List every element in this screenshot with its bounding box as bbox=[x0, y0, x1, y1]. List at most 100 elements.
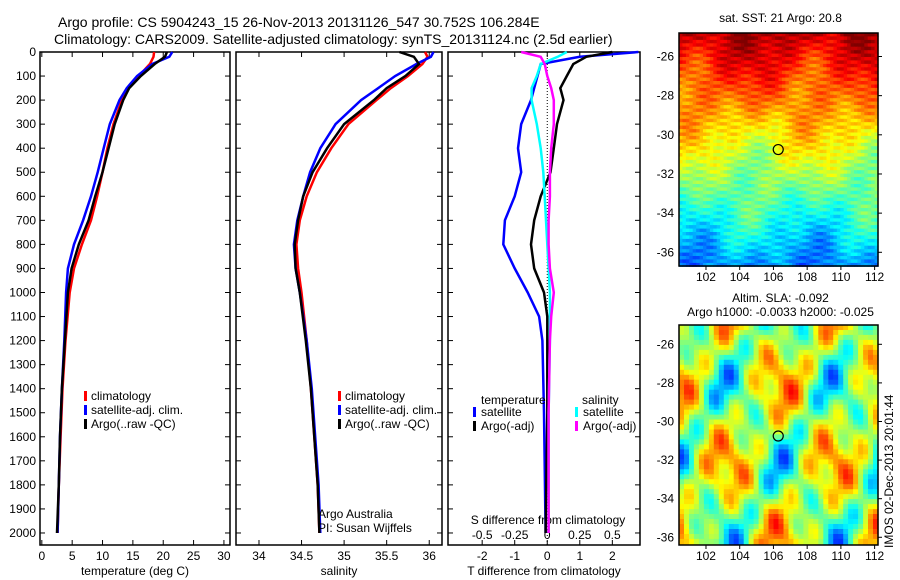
map-cell bbox=[830, 43, 834, 48]
map-cell bbox=[795, 70, 800, 75]
map-cell bbox=[850, 111, 855, 116]
map-cell bbox=[828, 339, 834, 346]
map-cell bbox=[706, 115, 711, 120]
map-cell bbox=[830, 122, 834, 127]
map-cell bbox=[679, 379, 685, 386]
map-cell bbox=[709, 159, 714, 164]
map-cell bbox=[716, 256, 721, 260]
map-cell bbox=[812, 50, 817, 55]
map-cell bbox=[696, 98, 701, 103]
map-cell bbox=[867, 153, 872, 158]
map-cell bbox=[764, 153, 769, 158]
map-cell bbox=[737, 87, 742, 92]
map-cell bbox=[792, 84, 797, 89]
map-cell bbox=[785, 36, 790, 41]
map-cell bbox=[788, 163, 793, 168]
map-cell bbox=[860, 197, 865, 202]
map-cell bbox=[689, 57, 694, 61]
map-cell bbox=[685, 57, 690, 61]
map-cell bbox=[723, 339, 730, 346]
map-cell bbox=[761, 50, 766, 55]
map-cell bbox=[781, 57, 786, 61]
map-cell bbox=[813, 389, 819, 396]
map-cell bbox=[826, 190, 831, 195]
map-cell bbox=[795, 67, 800, 72]
map-cell bbox=[850, 190, 855, 195]
map-cell bbox=[809, 125, 814, 130]
map-cell bbox=[757, 108, 762, 113]
map-cell bbox=[693, 354, 700, 361]
map-cell bbox=[805, 149, 810, 154]
map-cell bbox=[781, 91, 786, 96]
map-cell bbox=[751, 87, 756, 92]
map-cell bbox=[812, 204, 817, 209]
map-cell bbox=[744, 60, 749, 65]
map-cell bbox=[819, 101, 824, 106]
map-cell bbox=[848, 339, 854, 346]
map-cell bbox=[733, 159, 738, 164]
map-cell bbox=[733, 163, 738, 168]
map-cell bbox=[833, 94, 838, 99]
map-cell bbox=[785, 204, 790, 209]
map-cell bbox=[699, 225, 704, 230]
map-cell bbox=[788, 122, 793, 127]
map-cell bbox=[751, 153, 756, 158]
map-cell bbox=[764, 163, 769, 168]
map-cell bbox=[799, 259, 804, 264]
map-cell bbox=[802, 242, 807, 247]
map-cell bbox=[744, 36, 749, 41]
map-cell bbox=[853, 330, 859, 336]
y-tick-label: 0 bbox=[29, 45, 36, 59]
map-cell bbox=[813, 414, 819, 421]
map-cell bbox=[723, 77, 728, 82]
map-cell bbox=[730, 245, 735, 250]
map-cell bbox=[679, 91, 683, 96]
map-cell bbox=[805, 180, 810, 185]
map-cell bbox=[708, 344, 715, 351]
map-cell bbox=[693, 339, 700, 346]
map-cell bbox=[788, 156, 793, 161]
map-cell bbox=[716, 108, 721, 113]
map-cell bbox=[689, 225, 694, 230]
map-cell bbox=[696, 81, 701, 85]
map-cell bbox=[843, 359, 849, 366]
map-cell bbox=[871, 259, 876, 264]
map-cell bbox=[826, 173, 831, 178]
map-cell bbox=[854, 81, 858, 85]
map-cell bbox=[783, 394, 790, 401]
map-cell bbox=[819, 111, 824, 116]
map-cell bbox=[781, 101, 786, 106]
map-cell bbox=[764, 238, 769, 243]
map-cell bbox=[860, 166, 865, 171]
map-cell bbox=[754, 94, 759, 99]
map-cell bbox=[823, 404, 829, 411]
map-cell bbox=[809, 146, 814, 151]
map-cell bbox=[713, 135, 718, 140]
map-cell bbox=[867, 53, 872, 58]
map-cell bbox=[843, 173, 848, 178]
map-cell bbox=[860, 177, 865, 182]
map-cell bbox=[748, 399, 755, 406]
map-cell bbox=[847, 122, 852, 127]
legend-swatch bbox=[338, 405, 341, 415]
map-cell bbox=[699, 211, 704, 216]
map-cell bbox=[757, 84, 762, 89]
map-cell bbox=[836, 252, 841, 257]
map-cell bbox=[792, 218, 797, 223]
map-cell bbox=[823, 180, 828, 185]
map-cell bbox=[792, 46, 797, 51]
map-cell bbox=[764, 204, 769, 209]
map-cell bbox=[847, 211, 852, 216]
map-cell bbox=[799, 177, 804, 182]
map-cell bbox=[792, 256, 797, 260]
map-cell bbox=[689, 218, 694, 223]
map-cell bbox=[864, 211, 869, 216]
map-cell bbox=[799, 111, 804, 116]
map-cell bbox=[799, 238, 804, 243]
map-cell bbox=[720, 259, 725, 264]
map-cell bbox=[857, 166, 862, 171]
map-cell bbox=[757, 132, 762, 137]
map-cell bbox=[754, 211, 759, 216]
map-cell bbox=[778, 111, 783, 116]
map-cell bbox=[757, 187, 762, 192]
